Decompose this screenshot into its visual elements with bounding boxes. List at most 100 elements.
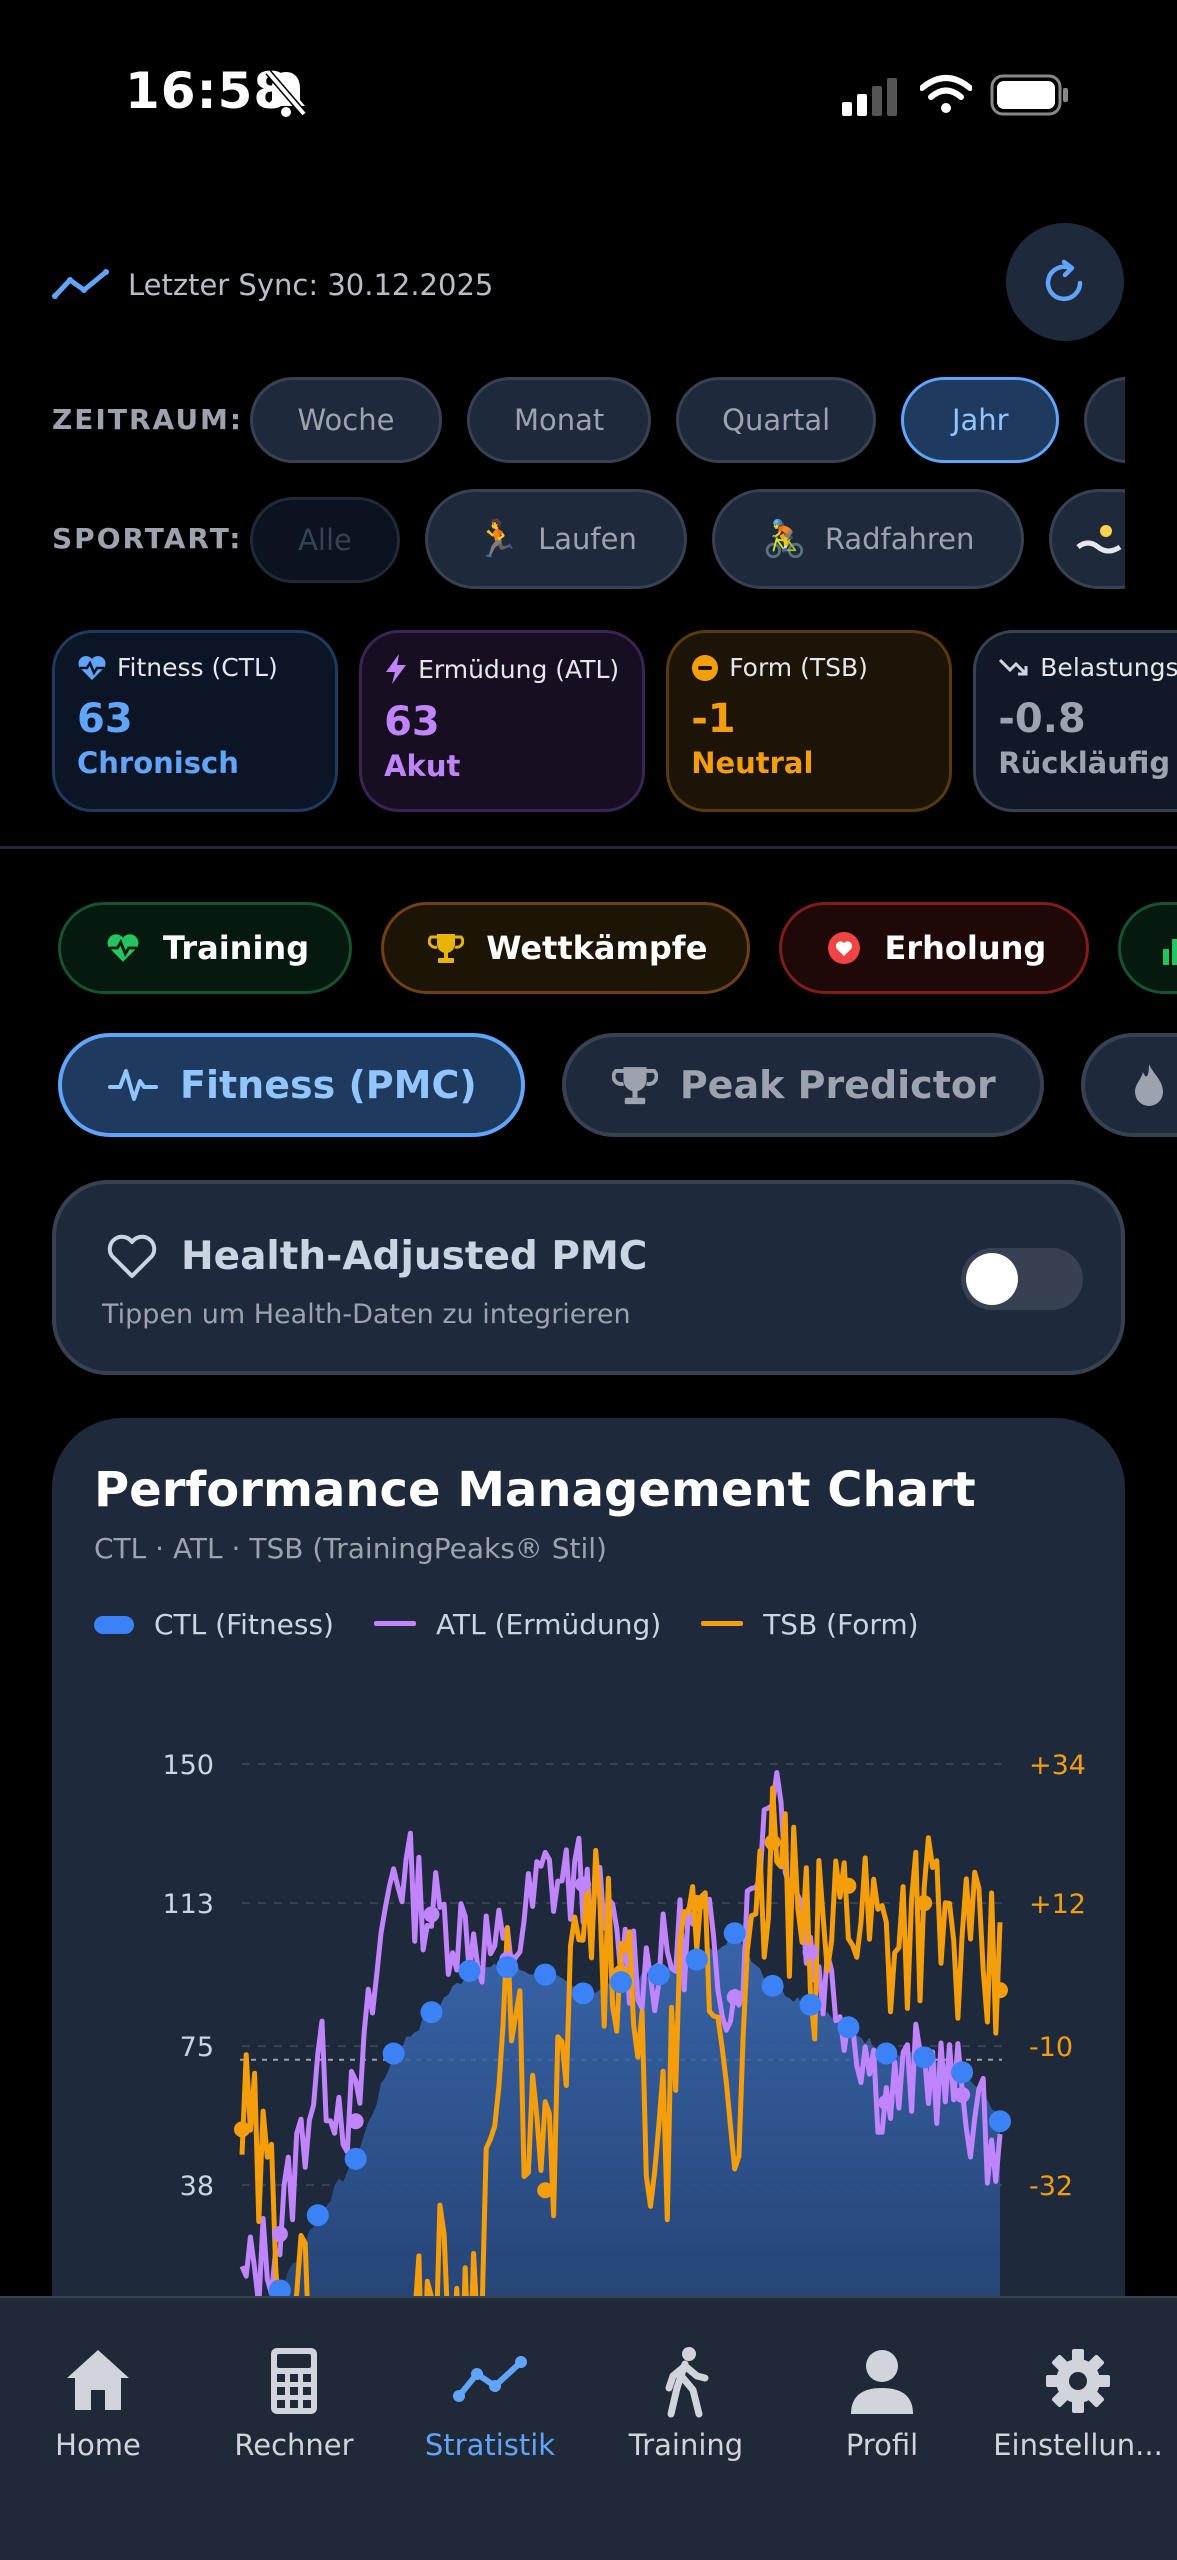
ctl-point <box>458 1959 481 1982</box>
ctl-point <box>761 1974 784 1997</box>
trend-down-icon <box>999 658 1028 675</box>
tsb-point <box>688 1895 705 1912</box>
ctl-point <box>268 2279 291 2302</box>
status-time: 16:58 <box>125 62 290 120</box>
category-chip-wettkaempfe[interactable]: Wettkämpfe <box>381 902 751 994</box>
tsb-point <box>234 2121 250 2138</box>
tab-label: Einstellun... <box>993 2428 1163 2462</box>
view-chip-label: Fitness (PMC) <box>180 1063 477 1107</box>
tab-label: Profil <box>845 2428 919 2462</box>
category-label: Erholung <box>884 929 1047 967</box>
metric-value: 63 <box>77 696 133 742</box>
atl-point <box>726 1989 743 2006</box>
walk-icon <box>665 2347 709 2418</box>
tsb-point <box>992 1982 1008 1999</box>
health-adjusted-card[interactable]: Health-Adjusted PMC Tippen um Health-Dat… <box>52 1180 1125 1375</box>
tsb-point <box>537 2182 554 2199</box>
legend-atl[interactable]: ATL (Ermüdung) <box>373 1608 661 1641</box>
ctl-point <box>913 2046 936 2069</box>
period-chip-quartal[interactable]: Quartal <box>676 377 877 463</box>
ctl-point <box>306 2204 329 2227</box>
legend-tsb[interactable]: TSB (Form) <box>701 1608 919 1641</box>
metric-card-load[interactable]: Belastungsr -0.8 Rückläufig <box>973 630 1177 812</box>
person-icon <box>851 2350 913 2414</box>
legend-ctl[interactable]: CTL (Fitness) <box>94 1608 334 1641</box>
metric-card-ctl[interactable]: Fitness (CTL) 63 Chronisch <box>52 630 338 812</box>
ctl-point <box>534 1963 557 1986</box>
signal-icon <box>842 78 897 116</box>
sport-chip-alle[interactable]: Alle <box>250 497 400 583</box>
sport-label: SPORTART: <box>52 522 243 555</box>
tab-profil[interactable]: Profil <box>784 2344 980 2462</box>
refresh-icon <box>1045 259 1083 302</box>
swimming-icon <box>1076 525 1122 554</box>
sport-chip-radfahren[interactable]: 🚴 Radfahren <box>712 489 1025 589</box>
period-chip-woche[interactable]: Woche <box>250 377 442 463</box>
tab-label: Rechner <box>234 2428 354 2462</box>
tab-stratistik[interactable]: Stratistik <box>392 2344 588 2462</box>
tab-einstellungen[interactable]: Einstellun... <box>980 2344 1176 2462</box>
category-chips: Training Wettkämpfe Erholung <box>58 902 1177 994</box>
tab-label: Stratistik <box>424 2428 556 2462</box>
metric-label: Fitness (CTL) <box>117 653 278 682</box>
category-chip-stats[interactable] <box>1118 902 1177 994</box>
refresh-button[interactable] <box>1006 223 1124 341</box>
minus-circle-icon <box>692 654 719 681</box>
tab-bar: Home Rechner Stratistik Training Profil … <box>0 2296 1177 2560</box>
view-chips: Fitness (PMC) Peak Predictor Pe <box>58 1033 1177 1139</box>
ctl-point <box>344 2147 367 2170</box>
period-chip-jahr[interactable]: Jahr <box>901 377 1060 463</box>
y-tick-left: 113 <box>162 1889 214 1920</box>
ctl-point <box>989 2110 1011 2133</box>
atl-swatch <box>373 1620 416 1626</box>
ctl-point <box>647 1963 670 1986</box>
sport-chip-label: Laufen <box>538 522 637 556</box>
atl-point <box>271 2226 288 2243</box>
view-chip-more[interactable]: Pe <box>1080 1033 1177 1137</box>
atl-point <box>878 2094 895 2111</box>
tab-training[interactable]: Training <box>588 2344 784 2462</box>
category-label: Training <box>163 929 310 967</box>
ctl-point <box>382 2042 405 2065</box>
battery-icon <box>990 74 1068 116</box>
ctl-point <box>610 1971 632 1994</box>
atl-point <box>423 1906 440 1923</box>
y-tick-left: 75 <box>180 2032 214 2063</box>
bell-slash-icon <box>265 69 307 117</box>
sport-chip-laufen[interactable]: 🏃 Laufen <box>425 489 688 589</box>
divider <box>0 846 1177 849</box>
tab-label: Training <box>628 2428 744 2462</box>
atl-point <box>954 2086 971 2103</box>
sport-chip-more[interactable] <box>1049 489 1125 589</box>
view-chip-pmc[interactable]: Fitness (PMC) <box>58 1033 525 1137</box>
ctl-point <box>685 1948 708 1971</box>
sport-chip-label: Radfahren <box>824 522 975 556</box>
category-chip-erholung[interactable]: Erholung <box>779 902 1090 994</box>
tab-rechner[interactable]: Rechner <box>196 2344 392 2462</box>
view-chip-label: Peak Predictor <box>679 1063 996 1107</box>
trophy-icon <box>611 1067 658 1105</box>
category-label: Wettkämpfe <box>486 929 708 967</box>
period-chip-monat[interactable]: Monat <box>467 377 652 463</box>
period-chip-alle[interactable]: A <box>1084 377 1125 463</box>
metric-value: -0.8 <box>998 696 1086 742</box>
calculator-icon <box>271 2348 317 2414</box>
ctl-point <box>799 1993 822 2016</box>
period-chips: Woche Monat Quartal Jahr A <box>250 377 1125 467</box>
tsb-point <box>916 1895 933 1912</box>
atl-point <box>347 2113 364 2130</box>
metric-value: 63 <box>384 699 440 745</box>
tab-home[interactable]: Home <box>0 2344 196 2462</box>
category-chip-training[interactable]: Training <box>58 902 353 994</box>
ctl-point <box>420 2001 443 2024</box>
view-chip-peak-predictor[interactable]: Peak Predictor <box>561 1033 1044 1137</box>
metric-card-tsb[interactable]: Form (TSB) -1 Neutral <box>666 630 953 812</box>
heart-circle-icon <box>828 932 861 964</box>
metric-card-atl[interactable]: Ermüdung (ATL) 63 Akut <box>359 630 646 812</box>
y-tick-left: 150 <box>162 1750 214 1781</box>
bar-chart-icon <box>1163 939 1177 965</box>
flame-icon <box>1134 1064 1163 1106</box>
health-toggle[interactable] <box>961 1248 1083 1310</box>
chart-legend: CTL (Fitness) ATL (Ermüdung) TSB (Form) <box>94 1608 959 1641</box>
tsb-swatch <box>701 1620 744 1626</box>
